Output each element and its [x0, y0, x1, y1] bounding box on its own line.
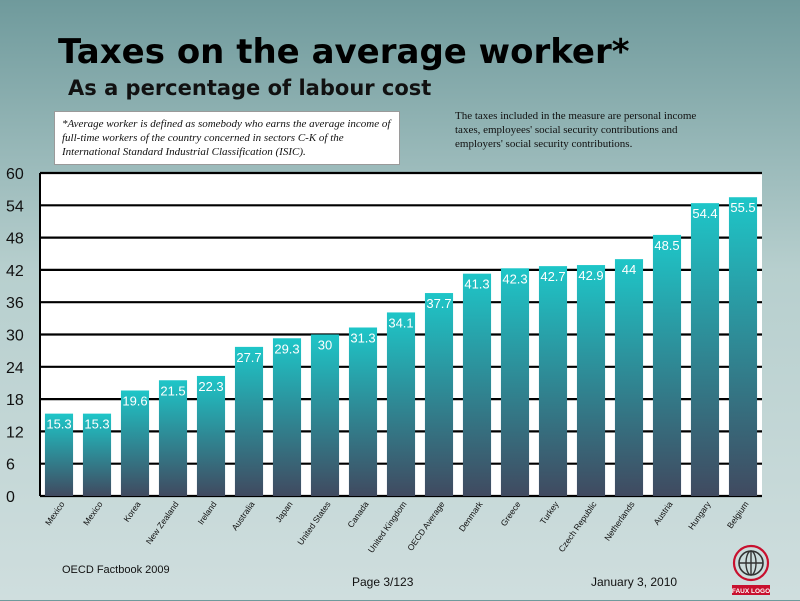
date-label: January 3, 2010: [591, 575, 678, 589]
x-tick-label: Canada: [345, 499, 370, 529]
x-tick-label: Austria: [651, 499, 675, 527]
bar: [272, 338, 302, 496]
bar: [500, 268, 530, 496]
bar-value-label: 29.3: [274, 341, 299, 356]
bar-value-label: 31.3: [350, 331, 375, 346]
bar: [234, 346, 264, 496]
bar-value-label: 41.3: [464, 277, 489, 292]
bar-value-label: 44: [622, 262, 636, 277]
bar-value-label: 55.5: [730, 200, 755, 215]
bar-value-label: 21.5: [160, 383, 185, 398]
bar: [158, 380, 188, 496]
x-tick-label: United States: [295, 499, 332, 547]
x-tick-label: Belgium: [725, 499, 751, 530]
x-tick-label: Czech Republic: [556, 499, 599, 554]
bar: [120, 390, 150, 496]
bar: [44, 413, 74, 496]
bar-value-label: 22.3: [198, 379, 223, 394]
bar-value-label: 42.7: [540, 269, 565, 284]
bar-value-label: 30: [318, 338, 332, 353]
y-tick-label: 30: [6, 328, 24, 345]
x-tick-label: Turkey: [538, 499, 561, 526]
bar: [82, 413, 112, 496]
x-tick-label: Japan: [273, 499, 295, 524]
bar-value-label: 19.6: [122, 393, 147, 408]
bar: [348, 327, 378, 496]
bar-value-label: 15.3: [84, 417, 109, 432]
x-tick-label: Hungary: [686, 499, 713, 532]
bar: [690, 203, 720, 496]
bar: [576, 265, 606, 496]
x-tick-label: Mexico: [81, 499, 105, 527]
x-tick-label: OECD Average: [405, 499, 447, 552]
bar: [462, 273, 492, 496]
x-tick-label: United Kingdom: [366, 499, 409, 554]
faux-logo: FAUX LOGO: [731, 544, 771, 596]
y-tick-label: 0: [6, 489, 15, 506]
source-label: OECD Factbook 2009: [62, 564, 170, 576]
measure-note: The taxes included in the measure are pe…: [455, 110, 697, 150]
bar-value-label: 34.1: [388, 315, 413, 330]
bar-value-label: 48.5: [654, 238, 679, 253]
y-tick-label: 6: [6, 457, 15, 474]
bar: [728, 197, 758, 496]
x-tick-label: New Zealand: [144, 499, 181, 546]
bar-value-label: 42.3: [502, 271, 527, 286]
bar: [310, 334, 340, 496]
x-tick-label: Denmark: [457, 499, 485, 534]
bar-value-label: 15.3: [46, 417, 71, 432]
footnote-box: *Average worker is defined as somebody w…: [54, 111, 400, 165]
bar: [538, 266, 568, 496]
y-tick-label: 18: [6, 392, 24, 409]
bar: [424, 293, 454, 496]
x-tick-label: Mexico: [43, 499, 67, 527]
globe-icon: FAUX LOGO: [732, 544, 770, 595]
y-tick-label: 24: [6, 360, 24, 377]
chart-subtitle: As a percentage of labour cost: [68, 76, 432, 100]
y-tick-label: 54: [6, 198, 24, 215]
logo-text: FAUX LOGO: [732, 588, 770, 595]
x-tick-label: Netherlands: [602, 499, 636, 542]
bar-value-label: 54.4: [692, 206, 717, 221]
bar: [196, 375, 226, 496]
y-tick-label: 60: [6, 166, 24, 183]
x-tick-label: Greece: [498, 499, 522, 528]
x-tick-label: Australia: [229, 499, 256, 532]
x-tick-label: Korea: [121, 499, 142, 524]
bar-value-label: 42.9: [578, 268, 603, 283]
y-tick-label: 12: [6, 424, 24, 441]
bar-value-label: 37.7: [426, 296, 451, 311]
chart-title: Taxes on the average worker*: [58, 32, 630, 72]
bar-value-label: 27.7: [236, 350, 261, 365]
y-tick-label: 36: [6, 295, 24, 312]
x-tick-label: Ireland: [196, 499, 219, 526]
bar: [386, 312, 416, 496]
y-tick-label: 42: [6, 263, 24, 280]
y-tick-label: 48: [6, 231, 24, 248]
bar: [652, 234, 682, 497]
page-number: Page 3/123: [352, 575, 414, 589]
bar: [614, 259, 644, 496]
